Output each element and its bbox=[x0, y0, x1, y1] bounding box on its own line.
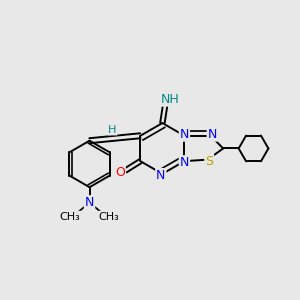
Text: N: N bbox=[208, 128, 217, 141]
Text: N: N bbox=[180, 156, 189, 169]
Text: N: N bbox=[180, 128, 189, 141]
Text: H: H bbox=[108, 124, 117, 134]
Text: CH₃: CH₃ bbox=[99, 212, 119, 222]
Text: N: N bbox=[156, 169, 166, 182]
Text: NH: NH bbox=[161, 93, 179, 106]
Text: S: S bbox=[205, 155, 213, 168]
Text: CH₃: CH₃ bbox=[60, 212, 80, 222]
Text: O: O bbox=[115, 166, 125, 178]
Text: N: N bbox=[85, 196, 94, 209]
